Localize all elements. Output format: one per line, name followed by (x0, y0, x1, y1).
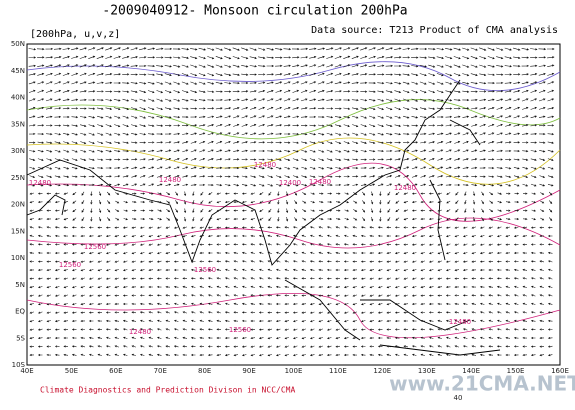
lat-label: 20N (11, 201, 25, 209)
wind-vectors (28, 47, 555, 357)
contour-label: 12480 (449, 318, 471, 326)
map-frame (26, 43, 561, 366)
lon-label: 40E (20, 367, 33, 375)
coastlines (26, 79, 501, 356)
contour-label: 12560 (229, 326, 251, 334)
lat-label: 10S (12, 361, 26, 369)
contour-label: 12480 (394, 184, 416, 192)
lat-label: 25N (11, 174, 25, 182)
source-label: Data source: T213 Product of CMA analysi… (311, 25, 558, 36)
lon-label: 110E (329, 367, 347, 375)
lon-label: 90E (242, 367, 255, 375)
lon-label: 80E (198, 367, 211, 375)
level-label: [200hPa, u,v,z] (30, 29, 120, 40)
lat-label: 10N (11, 254, 25, 262)
watermark: www.21CMA.NET (389, 372, 575, 396)
lon-label: 100E (285, 367, 303, 375)
lat-label: 15N (11, 227, 25, 235)
credit: Climate Diagnostics and Prediction Divis… (40, 386, 295, 395)
contour-label: 12480 (254, 161, 276, 169)
lat-label: 5N (15, 281, 25, 289)
lon-label: 150E (507, 367, 525, 375)
contour-label: 12400 (279, 179, 301, 187)
contour-label: 12480 (29, 179, 51, 187)
lat-label: 45N (11, 67, 25, 75)
contour-label: 12560 (59, 261, 81, 269)
lat-label: 40N (11, 94, 25, 102)
contour-label: 12560 (194, 266, 216, 274)
lon-label: 160E (551, 367, 569, 375)
lon-label: 70E (154, 367, 167, 375)
contours (26, 61, 561, 339)
lat-label: 30N (11, 147, 25, 155)
contour-label: 12560 (84, 243, 106, 251)
lon-label: 120E (373, 367, 391, 375)
page-number: 40 (454, 394, 463, 402)
title: -2009040912- Monsoon circulation 200hPa (102, 4, 407, 19)
lon-label: 130E (418, 367, 436, 375)
lat-label: 50N (11, 40, 25, 48)
lon-label: 50E (65, 367, 78, 375)
lon-label: 60E (109, 367, 122, 375)
lat-label: EQ (15, 308, 25, 316)
lat-label: 5S (16, 334, 25, 342)
contour-label: 12480 (129, 328, 151, 336)
lon-label: 140E (462, 367, 480, 375)
lat-label: 35N (11, 120, 25, 128)
contour-label: 12480 (309, 178, 331, 186)
contour-label: 12480 (159, 176, 181, 184)
